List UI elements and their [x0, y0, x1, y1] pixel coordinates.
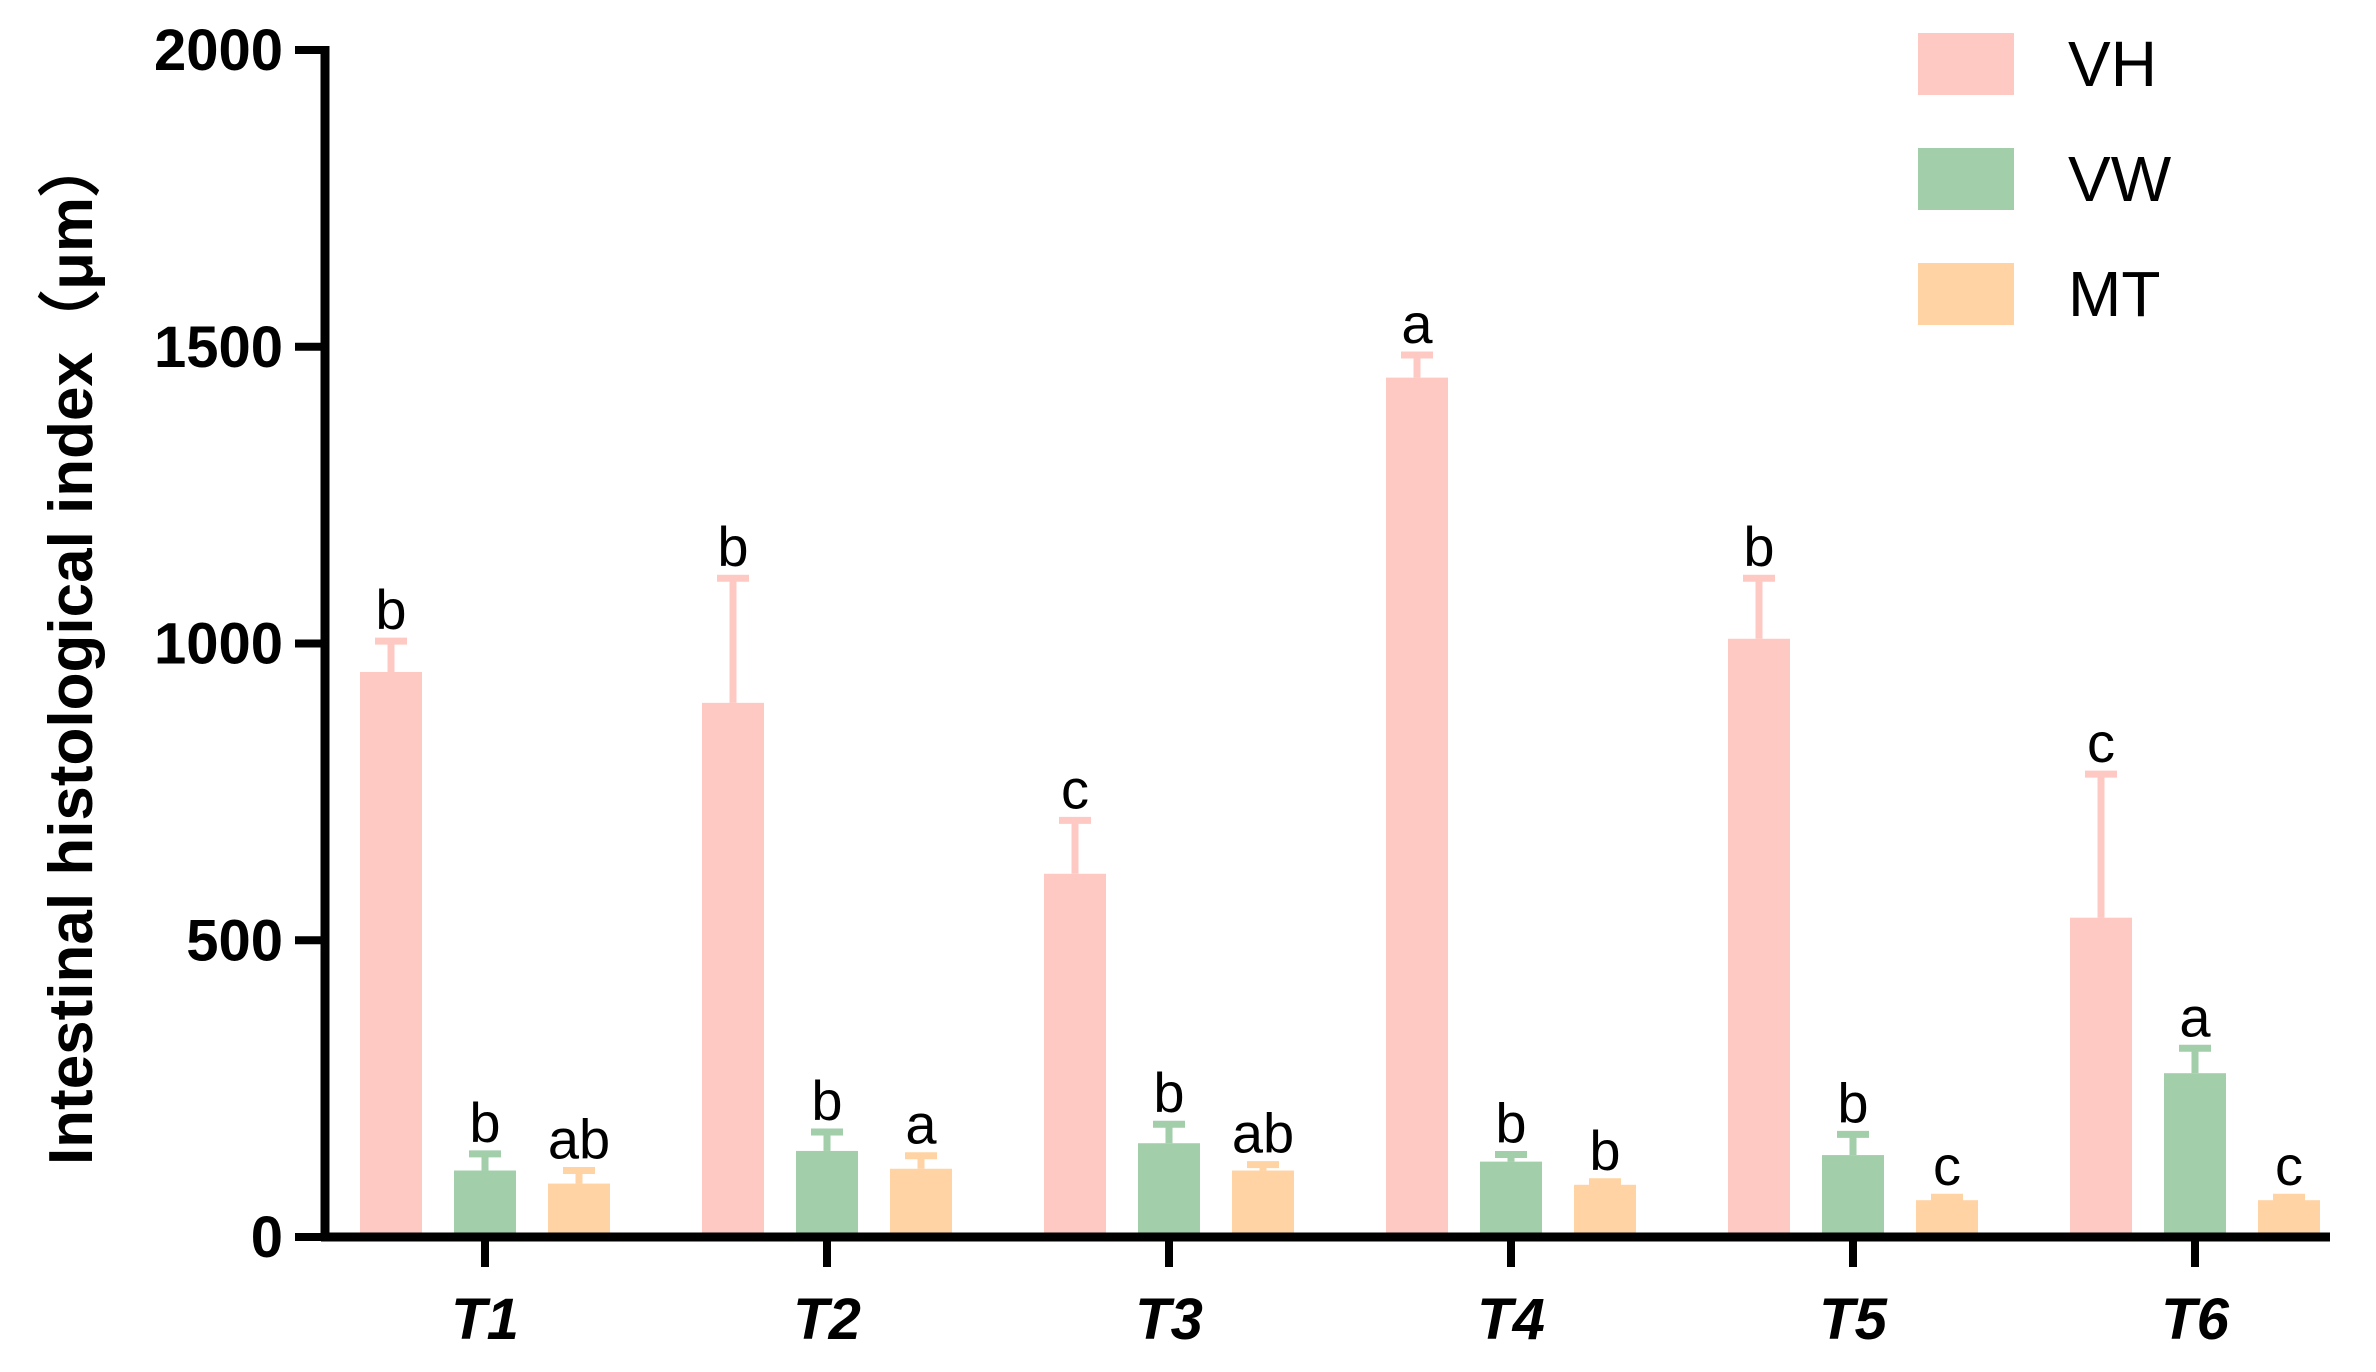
- significance-letter-mt-t5: c: [1933, 1134, 1961, 1197]
- bar-mt-t5: [1916, 1200, 1978, 1237]
- bar-vw-t5: [1822, 1155, 1884, 1237]
- bar-vw-t1: [454, 1170, 516, 1237]
- bar-mt-t6: [2258, 1200, 2320, 1237]
- significance-letter-mt-t6: c: [2275, 1134, 2303, 1197]
- bar-mt-t3: [1232, 1170, 1294, 1237]
- bar-vh-t6: [2070, 917, 2132, 1237]
- bar-vh-t4: [1386, 377, 1448, 1237]
- y-tick-label-0: 0: [251, 1205, 283, 1270]
- significance-letter-vw-t6: a: [2179, 985, 2211, 1048]
- legend-label-mt: MT: [2068, 258, 2160, 330]
- x-tick-label-t5: T5: [1819, 1287, 1887, 1352]
- significance-letter-mt-t4: b: [1589, 1119, 1620, 1182]
- chart-axes: T1 T2 T3 T4 T5 T6 0 500 1000 1500 2000: [154, 18, 2330, 1352]
- significance-letter-mt-t1: ab: [548, 1108, 610, 1171]
- significance-letter-vw-t2: b: [811, 1069, 842, 1132]
- x-tick-label-t3: T3: [1135, 1287, 1203, 1352]
- bar-vw-t4: [1480, 1161, 1542, 1237]
- bar-mt-t2: [890, 1168, 952, 1237]
- chart-legend: VH VW MT: [1918, 28, 2172, 330]
- significance-letter-vh-t4: a: [1401, 292, 1433, 355]
- legend-swatch-mt: [1918, 263, 2014, 325]
- y-tick-label-1500: 1500: [154, 315, 283, 380]
- y-tick-label-500: 500: [186, 908, 283, 973]
- significance-letter-vh-t5: b: [1743, 515, 1774, 578]
- significance-letter-vw-t4: b: [1495, 1092, 1526, 1155]
- x-tick-label-t1: T1: [451, 1287, 519, 1352]
- bar-mt-t1: [548, 1183, 610, 1237]
- significance-letter-vh-t1: b: [375, 578, 406, 641]
- legend-label-vw: VW: [2068, 143, 2172, 215]
- bar-vh-t3: [1044, 873, 1106, 1237]
- bar-vh-t5: [1728, 638, 1790, 1237]
- significance-letter-vw-t1: b: [469, 1091, 500, 1154]
- x-tick-label-t6: T6: [2161, 1287, 2229, 1352]
- legend-label-vh: VH: [2068, 28, 2157, 100]
- significance-letter-vw-t3: b: [1153, 1061, 1184, 1124]
- bar-vh-t1: [360, 671, 422, 1237]
- bar-mt-t4: [1574, 1184, 1636, 1237]
- legend-swatch-vw: [1918, 148, 2014, 210]
- y-tick-label-2000: 2000: [154, 18, 283, 83]
- y-tick-label-1000: 1000: [154, 612, 283, 677]
- significance-letter-vh-t6: c: [2087, 711, 2115, 774]
- bar-vh-t2: [702, 702, 764, 1237]
- significance-letter-vh-t2: b: [717, 515, 748, 578]
- x-tick-label-t4: T4: [1477, 1287, 1545, 1352]
- x-tick-label-t2: T2: [793, 1287, 861, 1352]
- y-axis-title: Intestinal histological index（μm）: [36, 135, 106, 1165]
- bar-vw-t2: [796, 1150, 858, 1237]
- bar-vw-t3: [1138, 1143, 1200, 1237]
- significance-letter-mt-t3: ab: [1232, 1102, 1294, 1165]
- significance-letter-mt-t2: a: [905, 1093, 937, 1156]
- bar-vw-t6: [2164, 1073, 2226, 1237]
- significance-letter-vw-t5: b: [1837, 1071, 1868, 1134]
- legend-swatch-vh: [1918, 33, 2014, 95]
- significance-letter-vh-t3: c: [1061, 757, 1089, 820]
